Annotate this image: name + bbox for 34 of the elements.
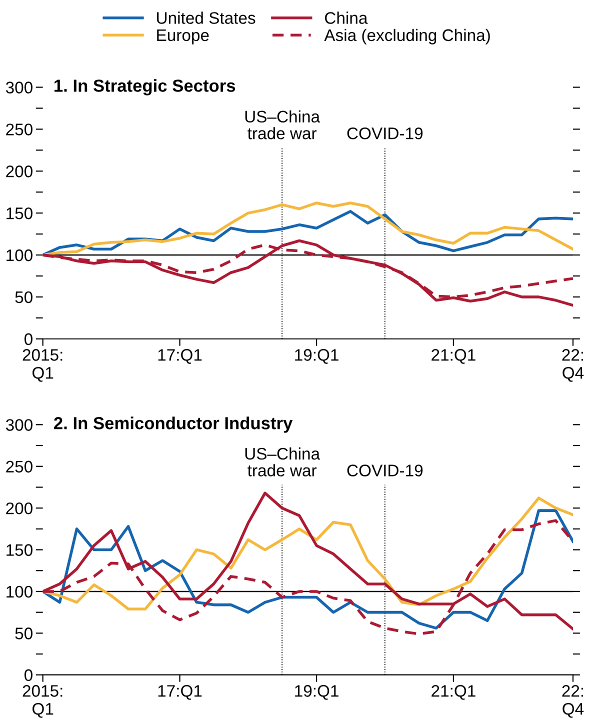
legend-label: Asia (excluding China) (324, 28, 490, 44)
x-tick-label: 21:Q1 (432, 349, 476, 364)
chart-title: 2. In Semiconductor Industry (54, 416, 293, 433)
y-tick-label: 50 (15, 291, 32, 304)
legend-label: United States (157, 12, 256, 24)
x-tick-label: 19:Q1 (295, 349, 338, 364)
y-tick-label: 150 (6, 544, 32, 556)
y-tick-label: 250 (6, 460, 32, 473)
ref-line-label: COVID-19 (347, 464, 423, 476)
y-tick-label: 300 (6, 82, 32, 94)
y-tick-label: 300 (6, 419, 32, 431)
y-tick-label: 0 (24, 669, 32, 682)
x-tick-label: 19:Q1 (295, 685, 338, 700)
legend-label: Europe (157, 29, 209, 44)
y-tick-label: 200 (6, 166, 32, 178)
chart-title: 1. In Strategic Sectors (54, 79, 236, 96)
y-tick-label: 0 (24, 333, 32, 346)
x-tick-label: 17:Q1 (158, 349, 202, 364)
ref-line-label: US–China trade war (245, 110, 320, 140)
y-tick-label: 150 (6, 207, 32, 220)
x-tick-label: 21:Q1 (432, 685, 476, 700)
y-tick-label: 100 (6, 249, 32, 262)
x-tick-label: 2015: Q1 (22, 349, 62, 382)
y-tick-label: 50 (15, 628, 32, 640)
x-tick-label: 17:Q1 (158, 685, 202, 700)
y-tick-label: 250 (6, 124, 32, 136)
y-tick-label: 100 (6, 586, 32, 598)
x-tick-label: 22: Q4 (562, 349, 584, 382)
ref-line-label: COVID-19 (347, 128, 423, 140)
x-tick-label: 2015: Q1 (22, 685, 62, 718)
ref-line-label: US–China trade war (245, 447, 320, 476)
legend-label: China (325, 12, 368, 24)
y-tick-label: 200 (6, 502, 32, 514)
x-tick-label: 22: Q4 (562, 685, 584, 718)
